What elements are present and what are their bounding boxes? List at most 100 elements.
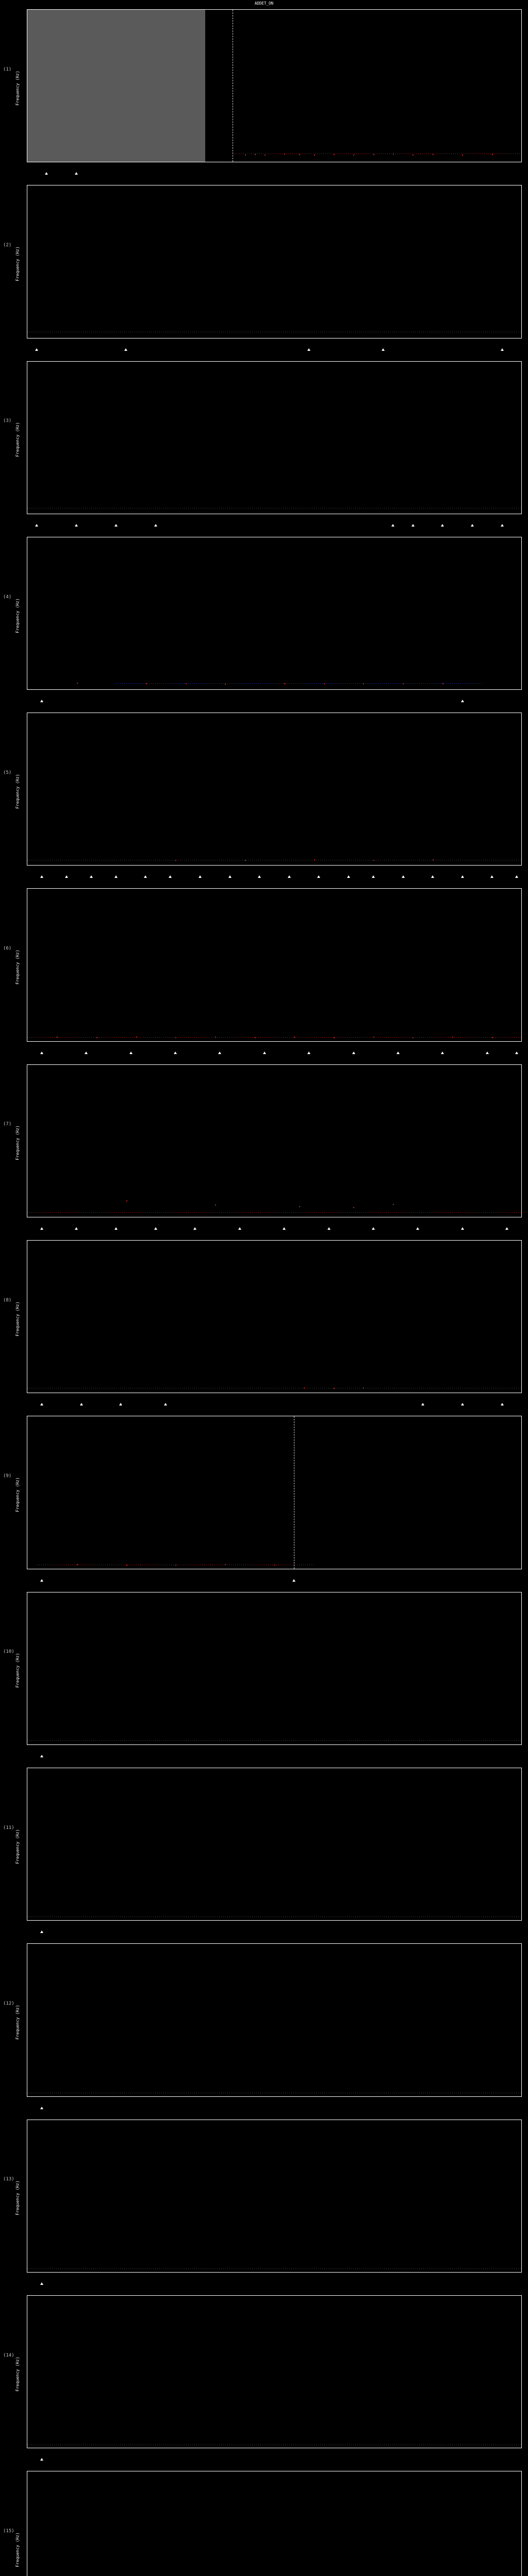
x-tick-mark — [109, 2096, 110, 2097]
detection-point — [57, 1037, 58, 1038]
detection-point — [304, 1387, 305, 1389]
annotation-triangle-icon — [154, 523, 157, 527]
x-tick-mark — [480, 1041, 481, 1042]
annotation-triangle-icon — [258, 875, 261, 878]
plot-area: 100080060040020023:005101520253035404550… — [27, 1240, 522, 1394]
y-axis-title: Frequency (Hz) — [15, 2532, 20, 2567]
chart-panel: (7)Frequency (Hz) 100080060040020022:0051… — [0, 1055, 528, 1231]
detection-point — [254, 154, 256, 155]
panel-index-label: (6) — [3, 946, 12, 952]
detection-trace — [116, 683, 482, 684]
x-tick-mark — [521, 2272, 522, 2273]
x-tick-mark — [27, 2096, 28, 2097]
detection-point — [323, 683, 325, 685]
chart-panel: (4)Frequency (Hz) 100080060040020019:0051… — [0, 528, 528, 703]
annotation-triangle-icon — [193, 1227, 197, 1230]
detection-point — [462, 154, 464, 156]
x-tick-mark — [274, 689, 275, 690]
detection-point — [274, 1564, 275, 1566]
x-tick-mark — [521, 1920, 522, 1921]
detection-point — [175, 859, 177, 861]
y-axis-title: Frequency (Hz) — [15, 1653, 20, 1688]
annotation-triangle-icon — [75, 523, 78, 527]
annotation-triangle-icon — [40, 1754, 43, 1757]
annotation-triangle-icon — [441, 523, 444, 527]
annotation-triangle-icon — [79, 1403, 83, 1406]
x-tick-mark — [315, 1041, 316, 1042]
y-axis-title: Frequency (Hz) — [15, 1301, 20, 1336]
chart-panel: (14)Frequency (Hz) 100080060040020005:005… — [0, 2286, 528, 2462]
chart-panel: (8)Frequency (Hz) 100080060040020023:0051… — [0, 1231, 528, 1406]
x-tick-mark — [233, 1041, 234, 1042]
x-tick-mark — [68, 865, 69, 866]
annotation-triangle-icon — [114, 875, 118, 878]
x-tick-mark — [109, 1744, 110, 1745]
x-tick-mark — [315, 1920, 316, 1921]
annotation-triangle-icon — [85, 1051, 88, 1054]
annotation-triangle-icon — [40, 2106, 43, 2109]
x-tick-mark — [315, 2272, 316, 2273]
detection-point — [412, 154, 414, 156]
annotation-triangle-icon — [40, 1579, 43, 1582]
x-tick-mark — [315, 1744, 316, 1745]
plot-area: 100080060040020020:005101520253035404550… — [27, 713, 522, 866]
x-tick-mark — [480, 1920, 481, 1921]
annotation-triangle-icon — [144, 875, 147, 878]
detection-point — [373, 860, 374, 861]
x-tick-mark — [109, 1920, 110, 1921]
panel-index-label: (9) — [3, 1473, 12, 1479]
annotation-triangle-icon — [500, 348, 504, 351]
y-axis-title: Frequency (Hz) — [15, 422, 20, 457]
annotation-triangle-icon — [347, 875, 350, 878]
detection-point — [175, 1037, 177, 1039]
annotation-triangle-icon — [515, 1051, 519, 1054]
x-tick-mark — [68, 2096, 69, 2097]
annotation-triangle-icon — [485, 1051, 489, 1054]
plot-area: ADBF_OFF100080060040020000:0051015202530… — [27, 1416, 522, 1569]
annotation-triangle-icon — [163, 1403, 167, 1406]
x-tick-mark — [274, 2272, 275, 2273]
x-tick-mark — [27, 865, 28, 866]
x-tick-mark — [27, 689, 28, 690]
panel-index-label: (4) — [3, 594, 12, 600]
detection-point — [299, 154, 300, 155]
detection-point — [442, 683, 443, 685]
detection-point — [452, 1037, 453, 1038]
annotation-triangle-icon — [431, 875, 435, 878]
annotation-triangle-icon — [129, 1051, 133, 1054]
x-tick-mark — [27, 1041, 28, 1042]
x-tick-mark — [27, 1920, 28, 1921]
y-axis-title: Frequency (Hz) — [15, 2180, 20, 2215]
plot-area: 100080060040020019:005101520253035404550… — [27, 536, 522, 690]
detection-point — [314, 154, 315, 156]
detection-point — [215, 1036, 217, 1038]
detection-point — [244, 860, 246, 861]
detection-point — [294, 1037, 295, 1038]
y-axis-title: Frequency (Hz) — [15, 1125, 20, 1161]
x-tick-mark — [480, 689, 481, 690]
x-tick-mark — [233, 1920, 234, 1921]
detection-point — [175, 1565, 177, 1566]
panel-index-label: (7) — [3, 1122, 12, 1127]
annotation-triangle-icon — [169, 875, 172, 878]
x-tick-mark — [109, 1041, 110, 1042]
annotation-triangle-icon — [352, 1051, 355, 1054]
x-tick-mark — [356, 1744, 357, 1745]
annotation-triangle-icon — [35, 523, 39, 527]
annotation-triangle-icon — [307, 348, 311, 351]
plot-area: 100080060040020002:005101520253035404550… — [27, 1767, 522, 1921]
plot-area: 100080060040020017:005101520253035404550… — [27, 185, 522, 338]
detection-point — [264, 155, 266, 156]
annotation-triangle-icon — [397, 1051, 400, 1054]
chart-panel: (9)Frequency (Hz) ADBF_OFF100080060040020… — [0, 1406, 528, 1582]
chart-panel: (3)Frequency (Hz) 100080060040020018:0051… — [0, 352, 528, 528]
x-tick-mark — [315, 2096, 316, 2097]
annotation-triangle-icon — [391, 523, 395, 527]
annotation-triangle-icon — [218, 1051, 222, 1054]
x-tick-mark — [68, 1041, 69, 1042]
annotation-triangle-icon — [401, 875, 405, 878]
annotation-triangle-icon — [154, 1227, 157, 1230]
x-tick-mark — [68, 2272, 69, 2273]
annotation-triangle-icon — [40, 2458, 43, 2461]
